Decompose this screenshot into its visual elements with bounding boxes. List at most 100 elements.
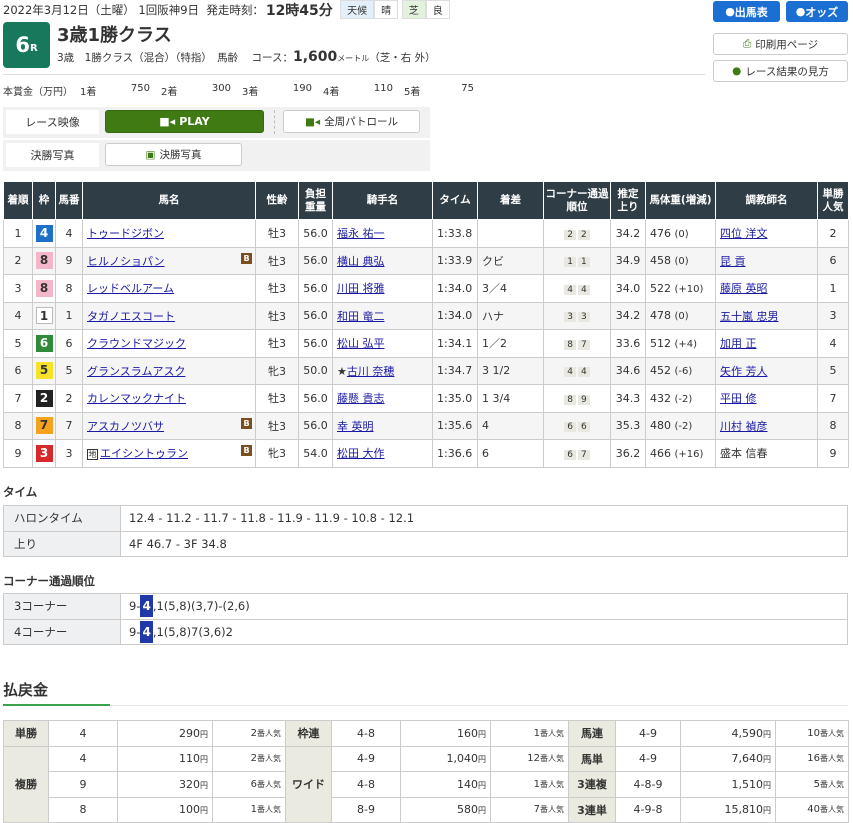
weight-change: (+4) bbox=[674, 338, 698, 350]
trainer-link[interactable]: 五十嵐 忠男 bbox=[720, 309, 779, 323]
bracket-number: 8 bbox=[35, 252, 53, 270]
weather: 晴 bbox=[374, 0, 399, 19]
race-date: 2022年3月12日（土曜） bbox=[3, 2, 135, 17]
weight-carried: 50.0 bbox=[298, 356, 333, 385]
trainer-link[interactable]: 平田 修 bbox=[720, 392, 757, 406]
finish-rank: 5 bbox=[3, 329, 33, 358]
finish-time: 1:33.9 bbox=[432, 246, 478, 275]
finish-time: 1:35.0 bbox=[432, 384, 478, 413]
horse-name-link[interactable]: レッドベルアーム bbox=[87, 282, 175, 296]
column-header: タイム bbox=[432, 181, 478, 220]
jockey-link[interactable]: 和田 竜二 bbox=[337, 309, 385, 323]
patrol-button[interactable]: ■◂ 全周パトロール bbox=[283, 110, 420, 133]
corner-position: 2 bbox=[564, 229, 576, 240]
column-header: 馬番 bbox=[55, 181, 83, 220]
entries-button[interactable]: ● 出馬表 bbox=[713, 1, 780, 22]
win-popularity: 6 bbox=[817, 246, 849, 275]
table-row: 7 2 2 カレンマックナイト 牡3 56.0 藤懸 貴志 1:35.0 1 3… bbox=[3, 384, 849, 413]
horse-name-link[interactable]: エイシントゥラン bbox=[100, 447, 188, 461]
pay-popularity: 1番人気 bbox=[490, 720, 569, 747]
last-label: 上り bbox=[3, 530, 121, 557]
printer-icon: ⎙ bbox=[742, 37, 752, 50]
finish-rank: 3 bbox=[3, 274, 33, 303]
corner-position: 1 bbox=[564, 257, 576, 268]
column-header: 騎手名 bbox=[332, 181, 433, 220]
trainer-link[interactable]: 矢作 芳人 bbox=[720, 364, 768, 378]
pay-amount: 290円 bbox=[117, 720, 213, 747]
print-button[interactable]: ⎙ 印刷用ページ bbox=[713, 33, 848, 55]
howto-button[interactable]: ● レース結果の見方 bbox=[713, 60, 848, 82]
corner-position: 8 bbox=[564, 339, 576, 350]
horse-name-link[interactable]: グランスラムアスク bbox=[87, 364, 186, 378]
win-popularity: 9 bbox=[817, 439, 849, 468]
horse-name-link[interactable]: カレンマックナイト bbox=[87, 392, 186, 406]
trainer-link[interactable]: 昆 貢 bbox=[720, 254, 746, 268]
jockey-link[interactable]: 松山 弘平 bbox=[337, 337, 385, 351]
results-table: 着順枠馬番 馬名 性齢 負担重量 騎手名 タイム 着差 コーナー通過順位 推定上り 馬体重(増減)… bbox=[3, 181, 849, 468]
horse-name-link[interactable]: トゥードジボン bbox=[87, 227, 164, 241]
horse-name-link[interactable]: アスカノツバサ bbox=[87, 419, 164, 433]
meeting: 1回阪神9日 bbox=[138, 2, 200, 17]
payout-row: 8 100円 1番人気 8-9 580円 7番人気 3連単 4-9-8 15,810円 40番人気 bbox=[4, 796, 849, 823]
jockey-link[interactable]: 松田 大作 bbox=[337, 447, 385, 461]
blinker-mark: B bbox=[241, 417, 252, 429]
race-title: 3歳1勝クラス bbox=[57, 25, 172, 46]
corner-order: 9- 4,1(5,8)7(3,6)2 bbox=[120, 618, 848, 645]
time-table: ハロンタイム 12.4 - 11.2 - 11.7 - 11.8 - 11.9 -… bbox=[3, 505, 848, 557]
corner-position: 4 bbox=[564, 284, 576, 295]
corner-position: 4 bbox=[578, 367, 590, 378]
play-button[interactable]: ■◂ PLAY bbox=[105, 110, 264, 133]
sex-age: 牡3 bbox=[255, 411, 299, 440]
horse-name-link[interactable]: タガノエスコート bbox=[87, 309, 175, 323]
body-weight: 432 bbox=[650, 391, 671, 405]
body-weight: 522 bbox=[650, 281, 671, 295]
finish-time: 1:34.0 bbox=[432, 274, 478, 303]
trainer-link[interactable]: 四位 洋文 bbox=[720, 227, 768, 241]
trainer-link[interactable]: 藤原 英昭 bbox=[720, 282, 768, 296]
photo-button[interactable]: ▣ 決勝写真 bbox=[105, 143, 242, 166]
pay-popularity: 10番人気 bbox=[775, 720, 849, 747]
horse-name-link[interactable]: ヒルノショパン bbox=[87, 254, 165, 268]
column-header: 着差 bbox=[477, 181, 544, 220]
corner-position: 3 bbox=[564, 312, 576, 323]
jockey-link[interactable]: 川田 将雅 bbox=[337, 282, 385, 296]
pay-amount: 320円 bbox=[117, 771, 213, 798]
prize-value: 750 bbox=[130, 83, 150, 94]
prize-rank: 1着 bbox=[80, 87, 97, 98]
pay-combination: 4-8-9 bbox=[615, 771, 681, 798]
jockey-link[interactable]: 横山 典弘 bbox=[337, 254, 385, 268]
jockey-link[interactable]: 幸 英明 bbox=[337, 419, 374, 433]
pay-combination: 9 bbox=[48, 771, 118, 798]
blinker-mark: B bbox=[241, 445, 252, 457]
payout-heading: 払戻金 bbox=[3, 681, 49, 699]
corner-order: 9- 4,1(5,8)(3,7)-(2,6) bbox=[120, 593, 848, 620]
trainer-link[interactable]: 川村 禎彦 bbox=[720, 419, 768, 433]
sex-age: 牡3 bbox=[255, 219, 299, 248]
pay-popularity: 2番人気 bbox=[212, 745, 286, 772]
sex-age: 牡3 bbox=[255, 274, 299, 303]
body-weight: 458 bbox=[650, 254, 671, 268]
horse-name-link[interactable]: クラウンドマジック bbox=[87, 337, 186, 351]
bet-type: 馬単 bbox=[568, 745, 616, 772]
last-3f: 34.2 bbox=[610, 219, 646, 248]
jockey-link[interactable]: 福永 祐一 bbox=[337, 227, 385, 241]
pay-amount: 7,640円 bbox=[680, 745, 776, 772]
corner-position: 3 bbox=[578, 312, 590, 323]
win-popularity: 7 bbox=[817, 384, 849, 413]
jockey-link[interactable]: 藤懸 貴志 bbox=[337, 392, 385, 406]
last-3f: 34.6 bbox=[610, 356, 646, 385]
finish-time: 1:35.6 bbox=[432, 411, 478, 440]
bracket-number: 7 bbox=[35, 417, 53, 435]
weight-carried: 56.0 bbox=[298, 329, 333, 358]
odds-button[interactable]: ● オッズ bbox=[786, 1, 848, 22]
corner-position: 6 bbox=[564, 422, 576, 433]
pay-combination: 8 bbox=[48, 796, 118, 823]
weight-carried: 56.0 bbox=[298, 219, 333, 248]
sex-age: 牝3 bbox=[255, 439, 299, 468]
horse-number: 8 bbox=[55, 274, 83, 303]
time-heading: タイム bbox=[3, 485, 38, 499]
column-header: 推定上り bbox=[610, 181, 646, 220]
jockey-link[interactable]: 古川 奈穂 bbox=[346, 364, 395, 378]
bet-type: 馬連 bbox=[568, 720, 616, 747]
trainer-link[interactable]: 加用 正 bbox=[720, 337, 757, 351]
